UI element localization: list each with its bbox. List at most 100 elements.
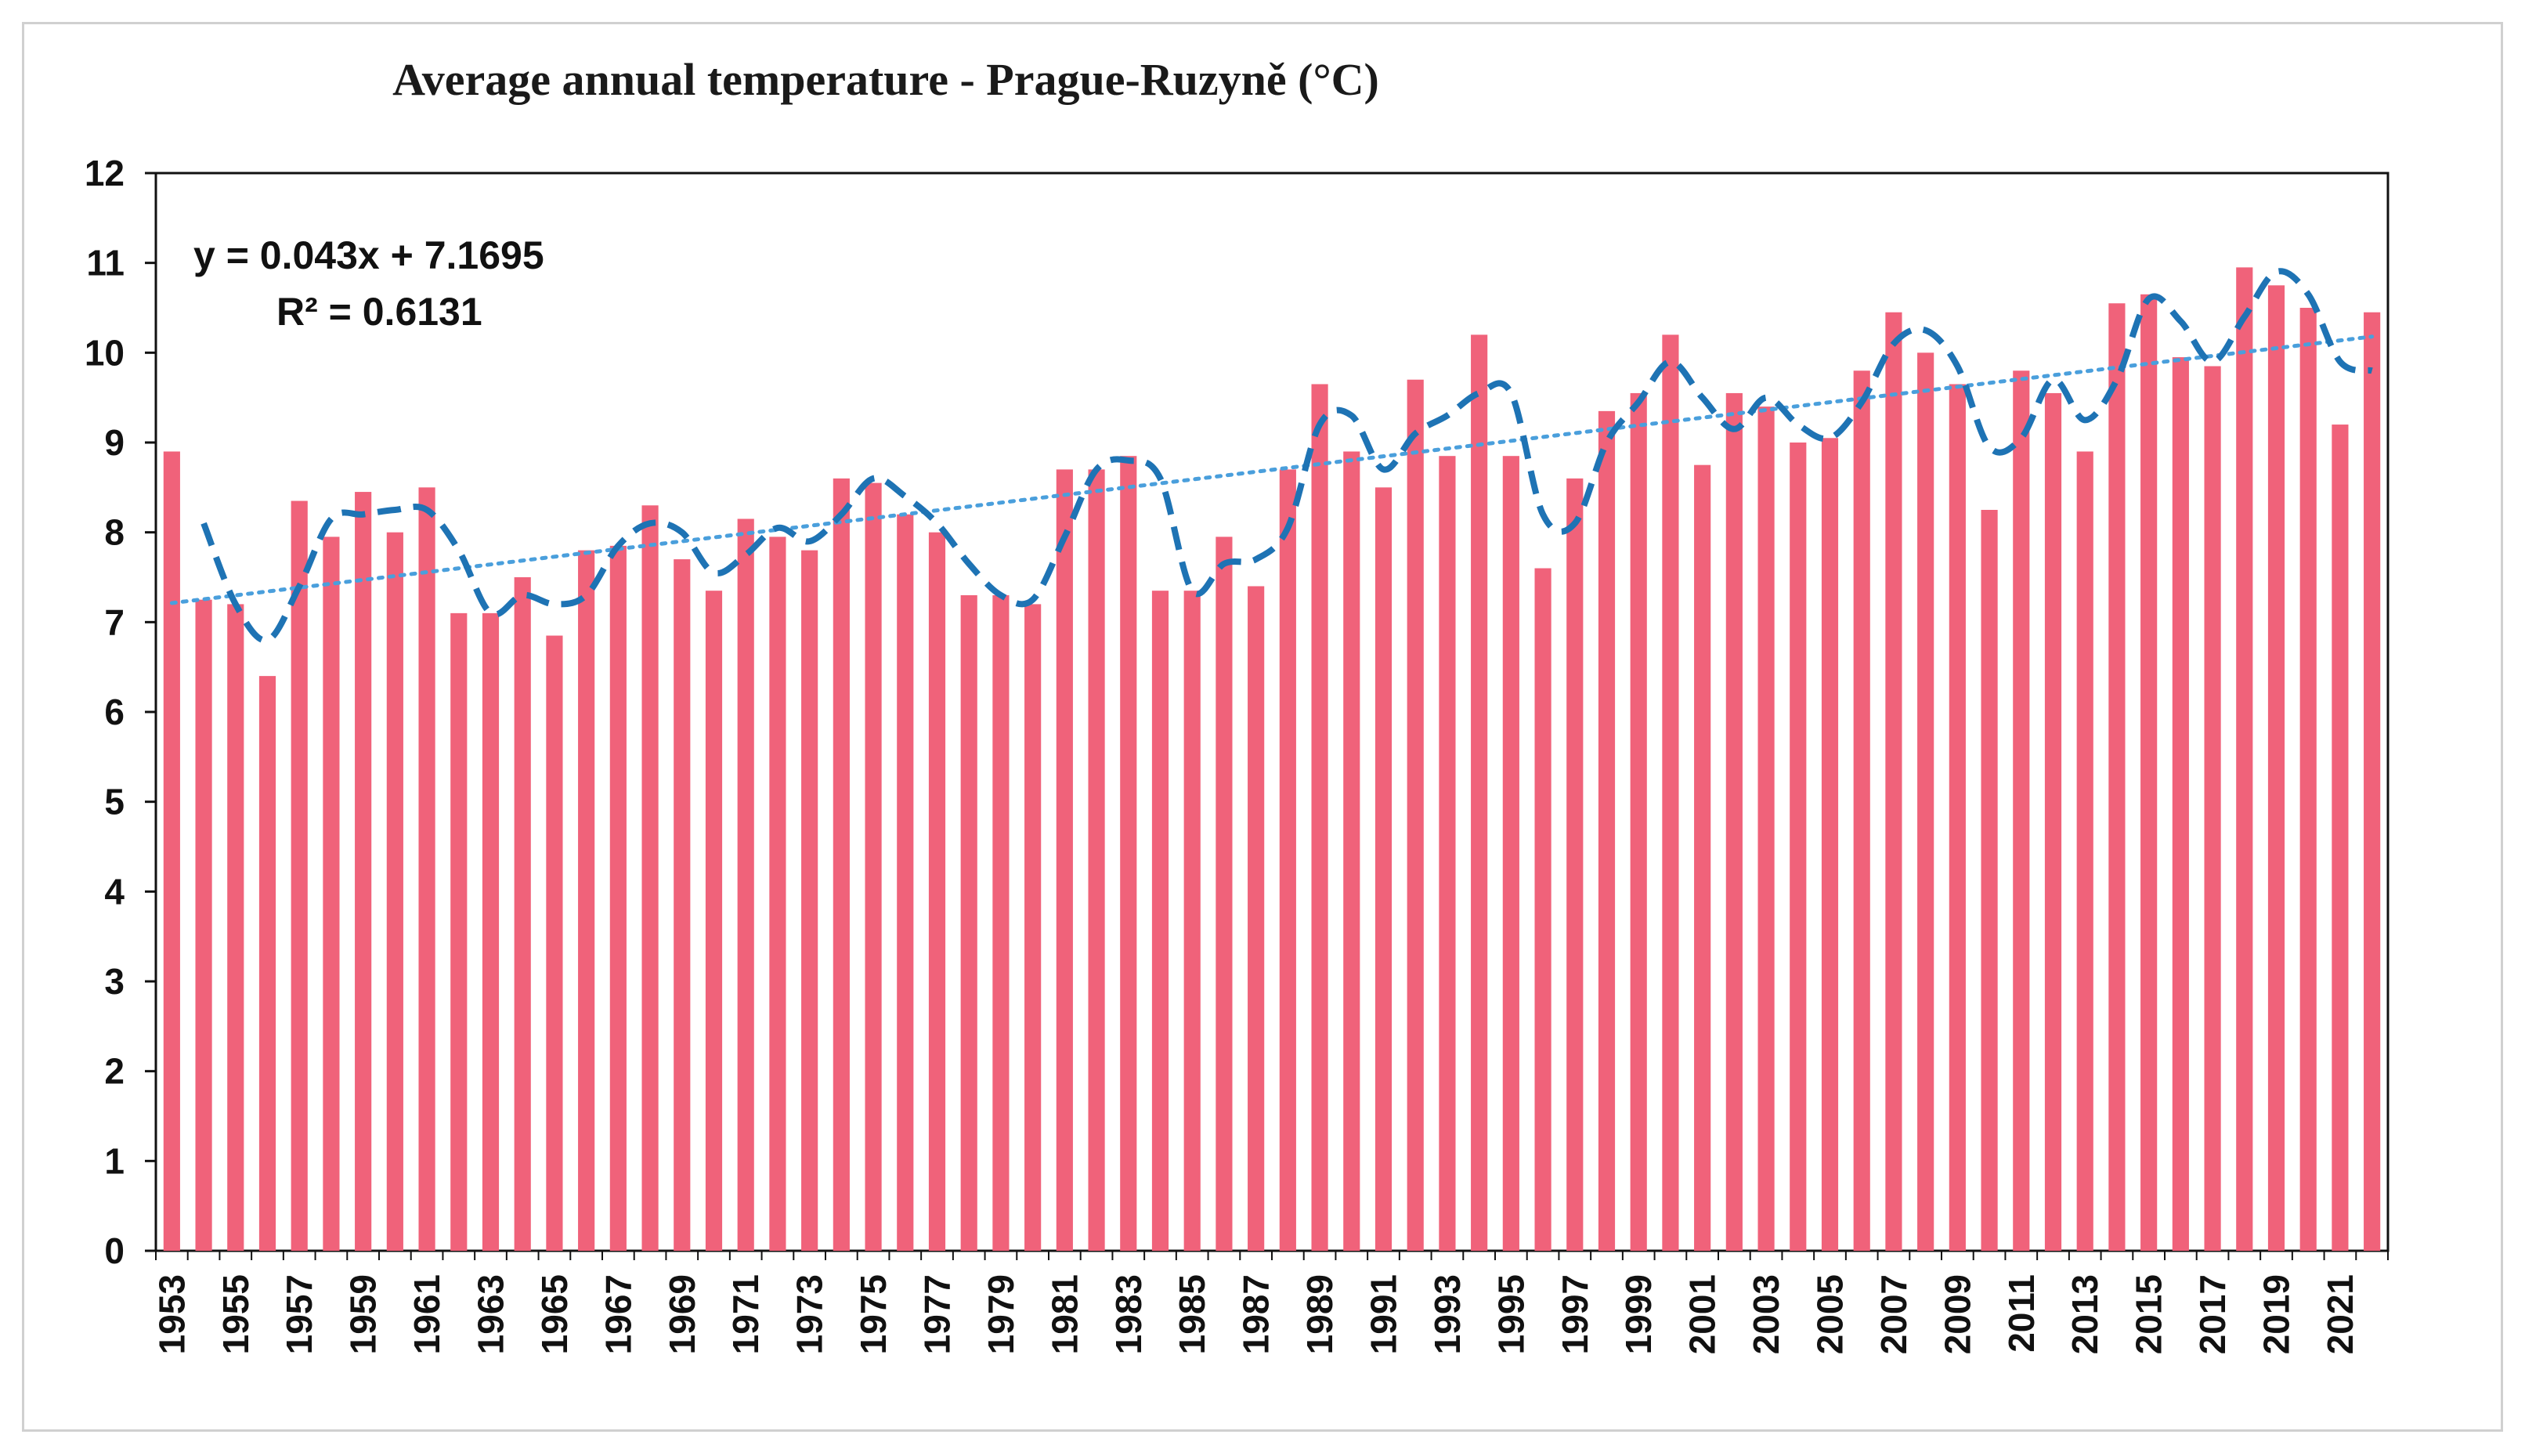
moving-average-line xyxy=(200,268,2373,644)
x-tick-label: 1977 xyxy=(917,1274,958,1354)
bar-1991 xyxy=(1374,487,1393,1251)
x-tick-label: 1979 xyxy=(981,1274,1021,1354)
trendline-equation: y = 0.043x + 7.1695 xyxy=(193,233,544,277)
y-tick-label: 9 xyxy=(104,422,125,463)
trendline xyxy=(169,334,2375,605)
y-tick-label: 2 xyxy=(104,1051,125,1092)
bar-1973 xyxy=(801,550,818,1251)
x-tick-label: 1985 xyxy=(1172,1274,1212,1354)
x-tick-label: 2013 xyxy=(2064,1274,2105,1354)
x-tick-label: 1987 xyxy=(1236,1274,1277,1354)
y-tick-label: 0 xyxy=(104,1230,125,1271)
x-tick-label: 1955 xyxy=(215,1274,256,1354)
bar-1978 xyxy=(960,594,977,1251)
bar-1983 xyxy=(1120,456,1137,1251)
bar-2022 xyxy=(2364,312,2381,1252)
x-tick-label: 2001 xyxy=(1682,1274,1723,1354)
y-tick-label: 10 xyxy=(85,332,125,373)
y-tick-label: 7 xyxy=(104,602,125,642)
bar-1980 xyxy=(1024,604,1042,1251)
bar-1988 xyxy=(1279,469,1296,1251)
bar-1969 xyxy=(674,559,691,1251)
bar-2009 xyxy=(1949,384,1966,1252)
bar-1987 xyxy=(1248,586,1265,1251)
bar-1981 xyxy=(1056,469,1073,1251)
bar-1989 xyxy=(1311,384,1328,1252)
x-tick-label: 1983 xyxy=(1108,1274,1149,1354)
bar-1996 xyxy=(1534,568,1551,1251)
x-tick-label: 1967 xyxy=(598,1274,638,1354)
bar-1998 xyxy=(1598,410,1616,1251)
y-tick-label: 4 xyxy=(104,871,125,912)
bar-1962 xyxy=(450,612,468,1251)
x-tick-label: 1963 xyxy=(471,1274,511,1354)
y-tick-label: 3 xyxy=(104,961,125,1002)
x-tick-label: 2015 xyxy=(2129,1274,2169,1354)
x-tick-label: 2011 xyxy=(2001,1274,2042,1353)
bar-1993 xyxy=(1439,456,1456,1251)
x-tick-label: 1961 xyxy=(406,1274,447,1354)
x-tick-label: 1953 xyxy=(151,1274,192,1354)
bar-2004 xyxy=(1790,443,1807,1251)
bar-2015 xyxy=(2140,294,2158,1251)
x-tick-label: 2003 xyxy=(1746,1274,1786,1354)
bar-1977 xyxy=(928,532,946,1251)
x-tick-label: 1999 xyxy=(1618,1274,1659,1354)
bar-2017 xyxy=(2204,366,2221,1251)
bar-1964 xyxy=(514,577,531,1251)
bar-1975 xyxy=(865,482,882,1251)
bar-1986 xyxy=(1216,537,1233,1251)
x-tick-label: 1989 xyxy=(1299,1274,1340,1354)
bar-1965 xyxy=(546,635,563,1251)
x-axis: 1953 1955 1957 1959 1961 1963 1965 1967 1969 1971… xyxy=(151,1251,2389,1354)
bar-2016 xyxy=(2172,357,2189,1251)
bar-2003 xyxy=(1757,406,1775,1251)
bar-1972 xyxy=(769,537,786,1251)
bar-1995 xyxy=(1502,456,1519,1251)
x-tick-label: 1959 xyxy=(343,1274,384,1354)
bar-2011 xyxy=(2013,370,2030,1251)
bar-2021 xyxy=(2332,425,2349,1251)
bar-1974 xyxy=(833,478,850,1251)
bar-2012 xyxy=(2044,392,2062,1252)
trendline-r-squared: R² = 0.6131 xyxy=(276,290,482,334)
bar-1958 xyxy=(323,537,340,1251)
bar-1971 xyxy=(737,518,754,1251)
x-tick-label: 1969 xyxy=(662,1274,703,1354)
bar-1992 xyxy=(1407,379,1424,1252)
chart-frame: Average annual temperature - Prague-Ruzy… xyxy=(22,22,2503,1432)
bar-2013 xyxy=(2076,451,2093,1251)
bar-2007 xyxy=(1885,312,1902,1252)
y-tick-label: 11 xyxy=(86,243,125,284)
x-tick-label: 2007 xyxy=(1873,1274,1914,1354)
bar-1990 xyxy=(1343,451,1360,1251)
bar-1961 xyxy=(418,487,435,1251)
x-tick-label: 2005 xyxy=(1810,1274,1851,1354)
bar-1960 xyxy=(386,532,403,1251)
x-tick-label: 1957 xyxy=(279,1274,320,1354)
x-tick-label: 2019 xyxy=(2256,1274,2297,1354)
y-tick-label: 1 xyxy=(104,1140,125,1181)
bar-2018 xyxy=(2236,267,2253,1251)
bar-1984 xyxy=(1151,591,1169,1251)
bar-1967 xyxy=(609,545,627,1251)
bar-1994 xyxy=(1471,334,1488,1251)
bar-1955 xyxy=(227,604,244,1251)
bar-2001 xyxy=(1694,464,1711,1251)
bar-2000 xyxy=(1662,334,1679,1251)
x-tick-label: 1993 xyxy=(1427,1274,1468,1354)
bar-1953 xyxy=(163,451,180,1251)
x-tick-label: 2021 xyxy=(2320,1274,2361,1354)
bar-1968 xyxy=(641,505,659,1251)
x-tick-label: 1971 xyxy=(725,1274,766,1354)
bar-1957 xyxy=(291,500,308,1251)
y-tick-label: 8 xyxy=(104,512,125,553)
x-tick-label: 1965 xyxy=(534,1274,575,1354)
bar-1959 xyxy=(355,492,372,1251)
x-tick-label: 2009 xyxy=(1937,1274,1978,1354)
bar-2020 xyxy=(2299,308,2317,1251)
bar-2002 xyxy=(1725,392,1743,1252)
bar-2019 xyxy=(2267,285,2285,1252)
x-tick-label: 2017 xyxy=(2192,1274,2233,1354)
